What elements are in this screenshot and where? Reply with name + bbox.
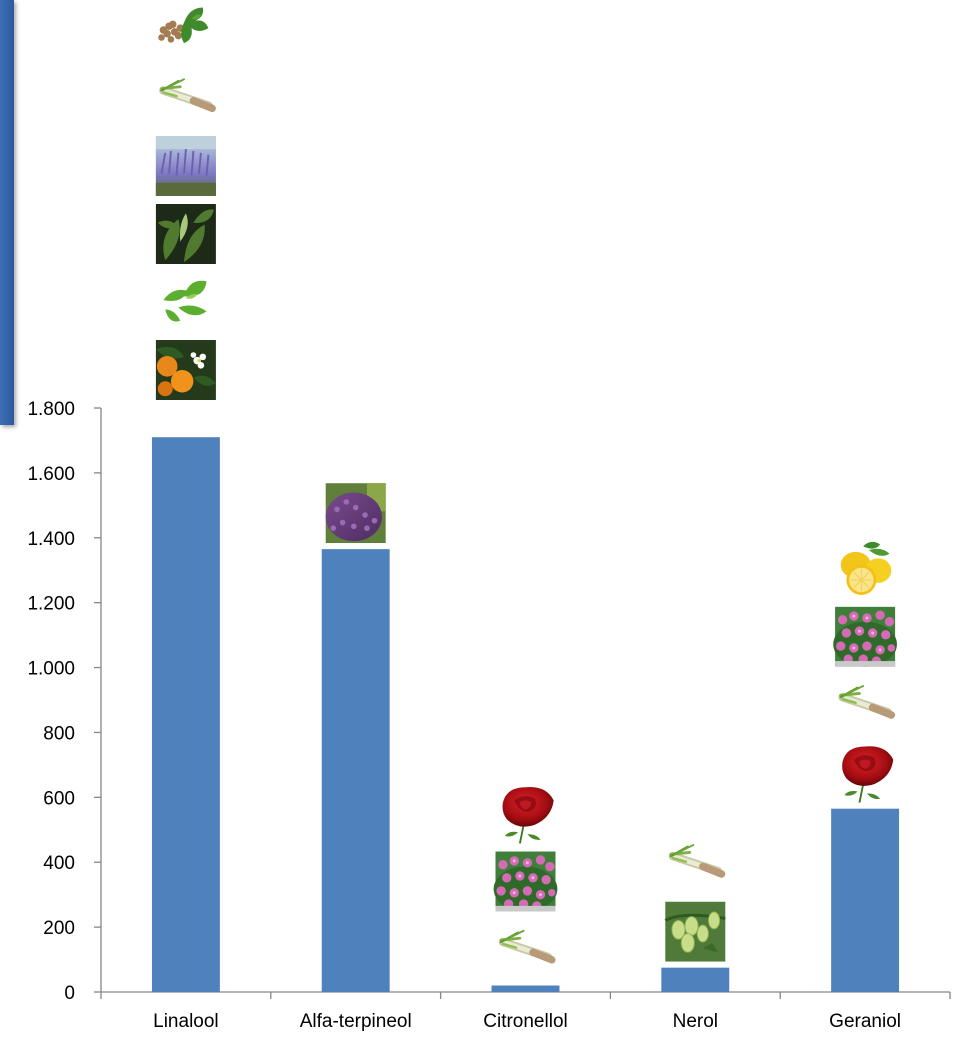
lemon-image (840, 541, 893, 596)
lemongrass-image (671, 845, 722, 874)
coriander-image (158, 7, 209, 44)
x-tick-label: Alfa-terpineol (300, 1011, 412, 1032)
bar-nerol (661, 967, 730, 992)
y-tick-label: 1.800 (27, 399, 75, 420)
bar-linalool (151, 437, 220, 992)
x-tick-label: Nerol (673, 1011, 718, 1032)
geranium-image (833, 606, 897, 667)
bar-geraniol (831, 808, 900, 992)
y-tick-label: 400 (43, 853, 75, 874)
rose-image (840, 745, 895, 803)
x-tick-label: Linalool (153, 1011, 219, 1032)
y-tick-label: 1.000 (27, 659, 75, 680)
hops-image (663, 901, 728, 962)
lemongrass-image (162, 79, 213, 108)
y-tick-label: 800 (43, 723, 75, 744)
y-tick-label: 600 (43, 788, 75, 809)
lemongrass-image (841, 686, 892, 715)
bay-leaf-image (155, 204, 216, 264)
y-tick-label: 1.200 (27, 594, 75, 615)
chart-decorations (154, 7, 897, 962)
y-tick-label: 1.400 (27, 529, 75, 550)
lemongrass-image (501, 931, 552, 960)
geranium-image (493, 851, 558, 912)
y-tick-label: 0 (64, 983, 75, 1004)
bar-alfa-terpineol (321, 549, 390, 992)
chart-bars (151, 437, 900, 992)
x-tick-label: Citronellol (483, 1011, 567, 1032)
basil-image (163, 280, 207, 322)
rose-image (501, 785, 555, 844)
lavender-image (154, 136, 218, 196)
lilac-image (325, 483, 386, 544)
orange-blossom-image (155, 340, 216, 400)
chart-labels: 0 200 400 600 800 1.000 1.200 1.400 1.600 1.800 Li… (27, 399, 901, 1032)
x-tick-label: Geraniol (829, 1011, 901, 1032)
side-panel-edge (0, 0, 14, 425)
y-tick-label: 200 (43, 918, 75, 939)
y-tick-label: 1.600 (27, 464, 75, 485)
bar-citronellol (491, 985, 560, 992)
